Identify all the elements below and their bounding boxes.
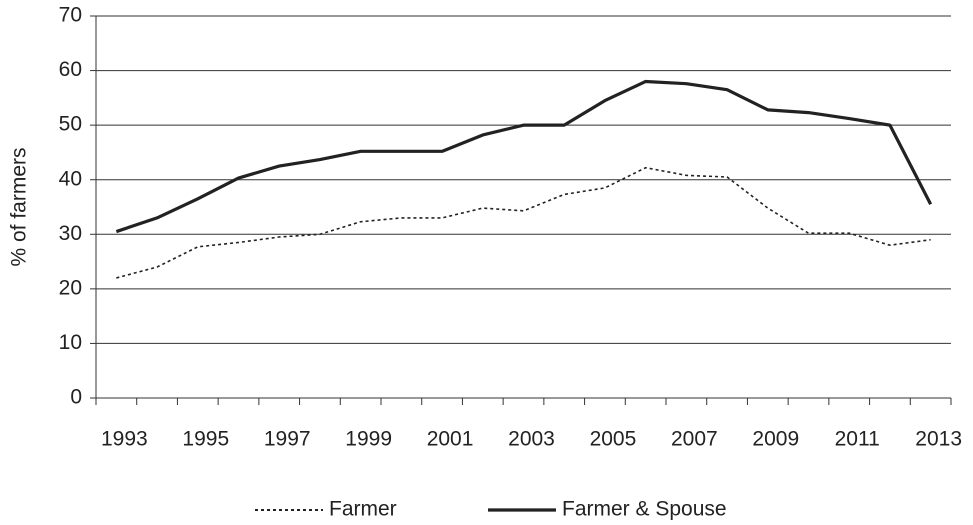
line-series xyxy=(116,166,931,279)
x-tick-label: 2009 xyxy=(752,428,799,451)
line-series xyxy=(115,79,933,234)
legend-label: Farmer & Spouse xyxy=(562,498,727,521)
y-axis-label: % of farmers xyxy=(8,147,31,266)
x-tick-label: 1997 xyxy=(264,428,311,451)
y-tick-label: 70 xyxy=(59,4,82,27)
x-tick-label: 2007 xyxy=(671,428,718,451)
y-tick-label: 30 xyxy=(59,222,82,245)
y-tick-label: 20 xyxy=(59,276,82,299)
y-tick-label: 10 xyxy=(59,331,82,354)
x-tick-label: 1995 xyxy=(182,428,229,451)
y-tick-label: 40 xyxy=(59,167,82,190)
y-tick-label: 60 xyxy=(59,58,82,81)
x-tick-label: 1993 xyxy=(101,428,148,451)
y-tick-label: 50 xyxy=(59,113,82,136)
legend-label: Farmer xyxy=(329,498,397,521)
x-tick-label: 2011 xyxy=(835,428,880,451)
x-tick-label: 2013 xyxy=(915,428,962,451)
x-tick-label: 2003 xyxy=(508,428,555,451)
x-tick-label: 2005 xyxy=(590,428,637,451)
x-tick-label: 1999 xyxy=(345,428,392,451)
y-tick-label: 0 xyxy=(70,386,82,409)
x-tick-label: 2001 xyxy=(427,428,474,451)
